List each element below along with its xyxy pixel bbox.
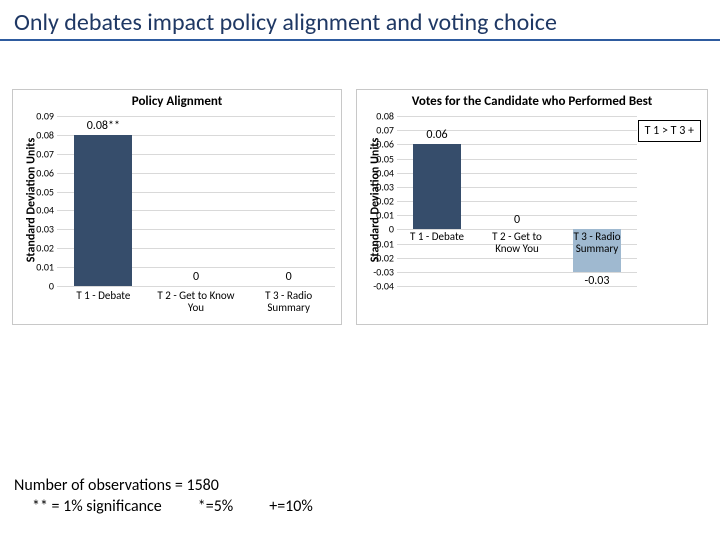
page-title: Only debates impact policy alignment and… (14, 8, 706, 37)
gridline (397, 272, 637, 273)
x-category-label: T 3 - Radio Summary (245, 290, 332, 314)
gridline (397, 116, 637, 117)
y-tick-label: -0.03 (373, 265, 397, 278)
y-tick-label: -0.04 (373, 280, 397, 293)
bar (74, 135, 132, 286)
y-tick-label: 0 (49, 280, 57, 293)
footer-observations: Number of observations = 1580 (14, 476, 313, 497)
gridline (57, 286, 335, 287)
chart1-plot-area: 00.010.020.030.040.050.060.070.080.090.0… (57, 116, 335, 286)
y-tick-label: 0.03 (376, 180, 397, 193)
chart2-legend: T 1 > T 3 + (638, 120, 701, 142)
y-tick-label: 0 (389, 223, 397, 236)
y-tick-label: 0.04 (36, 204, 57, 217)
title-bar: Only debates impact policy alignment and… (0, 0, 720, 41)
bar-value-label: 0 (286, 270, 292, 284)
bar-value-label: 0.08** (87, 119, 120, 133)
x-category-label: T 2 - Get to Know You (153, 290, 240, 314)
y-tick-label: 0.01 (376, 209, 397, 222)
y-tick-label: 0.06 (376, 138, 397, 151)
bar (413, 144, 461, 229)
bar-value-label: 0.06 (426, 128, 447, 142)
y-tick-label: 0.09 (36, 110, 57, 123)
chart1-title: Policy Alignment (13, 90, 341, 111)
x-category-label: T 1 - Debate (60, 290, 147, 302)
chart2-title: Votes for the Candidate who Performed Be… (357, 90, 707, 111)
chart-policy-alignment: Policy Alignment Standard Deviation Unit… (12, 89, 342, 325)
bar-value-label: 0 (514, 213, 520, 227)
x-category-label: T 1 - Debate (400, 231, 474, 243)
bar-value-label: -0.03 (585, 274, 610, 288)
y-tick-label: -0.01 (373, 237, 397, 250)
chart-votes-best: Votes for the Candidate who Performed Be… (356, 89, 708, 325)
y-tick-label: 0.04 (376, 166, 397, 179)
chart2-plot-area: -0.04-0.03-0.02-0.0100.010.020.030.040.0… (397, 116, 637, 286)
y-tick-label: 0.08 (36, 128, 57, 141)
y-tick-label: 0.01 (36, 261, 57, 274)
x-category-label: T 2 - Get to Know You (480, 231, 554, 255)
y-tick-label: 0.05 (36, 185, 57, 198)
y-tick-label: 0.06 (36, 166, 57, 179)
y-tick-label: 0.08 (376, 110, 397, 123)
footer-significance: ** = 1% significance*=5%+=10% (14, 497, 313, 518)
y-tick-label: -0.02 (373, 251, 397, 264)
y-tick-label: 0.07 (36, 147, 57, 160)
gridline (57, 116, 335, 117)
y-tick-label: 0.03 (36, 223, 57, 236)
charts-row: Policy Alignment Standard Deviation Unit… (0, 41, 720, 325)
footer-notes: Number of observations = 1580 ** = 1% si… (14, 476, 313, 518)
y-tick-label: 0.07 (376, 124, 397, 137)
y-tick-label: 0.02 (36, 242, 57, 255)
bar-value-label: 0 (193, 270, 199, 284)
y-tick-label: 0.05 (376, 152, 397, 165)
x-category-label: T 3 - Radio Summary (560, 231, 634, 255)
y-tick-label: 0.02 (376, 195, 397, 208)
